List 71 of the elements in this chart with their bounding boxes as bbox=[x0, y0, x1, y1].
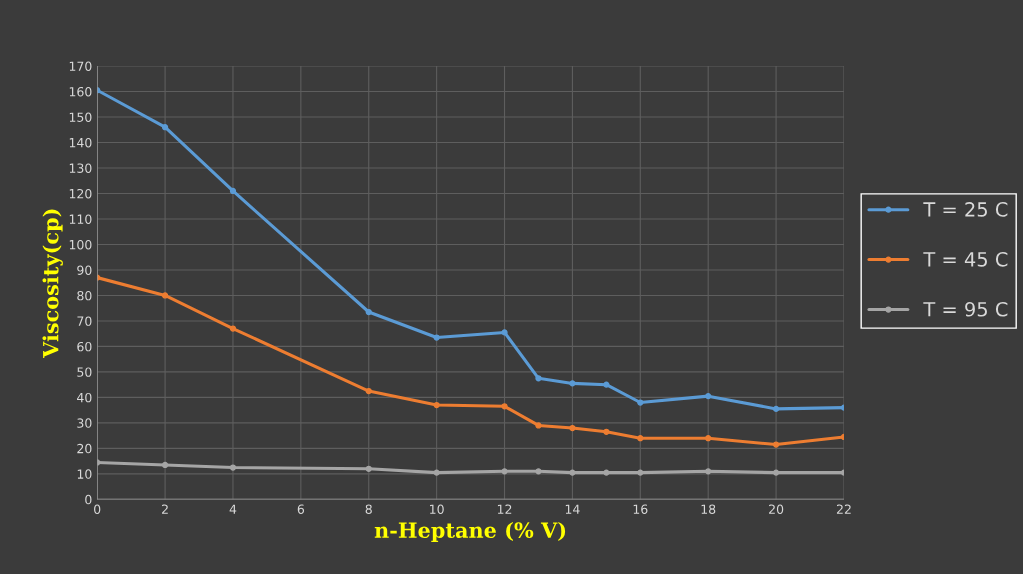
point bbox=[161, 461, 169, 469]
y-tick-label: 70 bbox=[77, 316, 92, 326]
x-tick-label: 6 bbox=[297, 504, 305, 514]
point bbox=[501, 403, 508, 410]
point bbox=[569, 380, 576, 387]
point bbox=[637, 469, 644, 476]
point bbox=[433, 401, 440, 409]
point bbox=[603, 469, 610, 476]
point bbox=[365, 308, 372, 316]
point bbox=[535, 375, 542, 382]
x-axis-title: n-Heptane (% V) bbox=[374, 521, 566, 543]
legend-label: T = 95 C bbox=[923, 301, 1008, 317]
line-series bbox=[97, 87, 844, 413]
y-axis-title: Viscosity(cp) bbox=[42, 209, 63, 358]
y-tick-label: 90 bbox=[77, 265, 92, 275]
point bbox=[501, 329, 508, 336]
y-tick-label: 60 bbox=[77, 341, 92, 352]
point bbox=[535, 422, 542, 429]
point bbox=[229, 325, 237, 332]
x-tick-label: 0 bbox=[94, 504, 101, 514]
y-tick-label: 120 bbox=[69, 188, 92, 199]
line-series bbox=[97, 459, 844, 476]
legend-label: T = 25 C bbox=[923, 202, 1008, 217]
y-tick-label: 100 bbox=[69, 239, 92, 250]
y-tick-label: 40 bbox=[77, 392, 92, 403]
y-tick-label: 170 bbox=[69, 61, 92, 71]
x-tick-label: 20 bbox=[769, 504, 784, 514]
point bbox=[705, 435, 712, 442]
y-tick-label: 130 bbox=[69, 163, 92, 173]
point bbox=[365, 465, 372, 472]
x-tick-label: 16 bbox=[633, 504, 648, 514]
x-tick-label: 12 bbox=[497, 504, 512, 514]
line-series bbox=[97, 274, 844, 448]
point bbox=[433, 469, 440, 476]
legend-label: T = 45 C bbox=[923, 251, 1008, 267]
x-tick-label: 2 bbox=[162, 504, 168, 514]
x-tick-label: 14 bbox=[565, 504, 580, 514]
x-tick-label: 4 bbox=[229, 504, 237, 514]
y-tick-label: 0 bbox=[85, 494, 92, 505]
x-tick-label: 22 bbox=[836, 504, 851, 514]
point bbox=[705, 393, 712, 400]
point bbox=[569, 469, 576, 476]
y-tick-label: 110 bbox=[69, 214, 92, 224]
y-tick-label: 80 bbox=[77, 290, 92, 301]
y-tick-label: 160 bbox=[69, 86, 92, 97]
point bbox=[705, 468, 712, 475]
point bbox=[501, 468, 508, 475]
point bbox=[637, 435, 644, 442]
x-tick-label: 10 bbox=[430, 504, 444, 514]
point bbox=[229, 187, 237, 195]
y-tick-label: 150 bbox=[69, 112, 92, 122]
point bbox=[433, 334, 440, 341]
point bbox=[535, 468, 542, 475]
x-tick-label: 8 bbox=[365, 504, 372, 514]
point bbox=[772, 405, 780, 413]
y-tick-label: 30 bbox=[77, 418, 92, 428]
y-tick-label: 50 bbox=[77, 367, 92, 377]
point bbox=[161, 124, 169, 131]
point bbox=[603, 428, 610, 435]
point bbox=[772, 469, 780, 476]
point bbox=[229, 464, 237, 471]
point bbox=[365, 387, 372, 395]
point bbox=[772, 441, 780, 448]
y-tick-label: 140 bbox=[69, 137, 92, 148]
y-tick-label: 20 bbox=[77, 443, 92, 454]
point bbox=[637, 399, 644, 406]
point bbox=[161, 292, 169, 299]
point bbox=[569, 424, 576, 432]
y-tick-label: 10 bbox=[77, 469, 92, 479]
point bbox=[603, 381, 610, 388]
x-tick-label: 18 bbox=[701, 504, 716, 514]
